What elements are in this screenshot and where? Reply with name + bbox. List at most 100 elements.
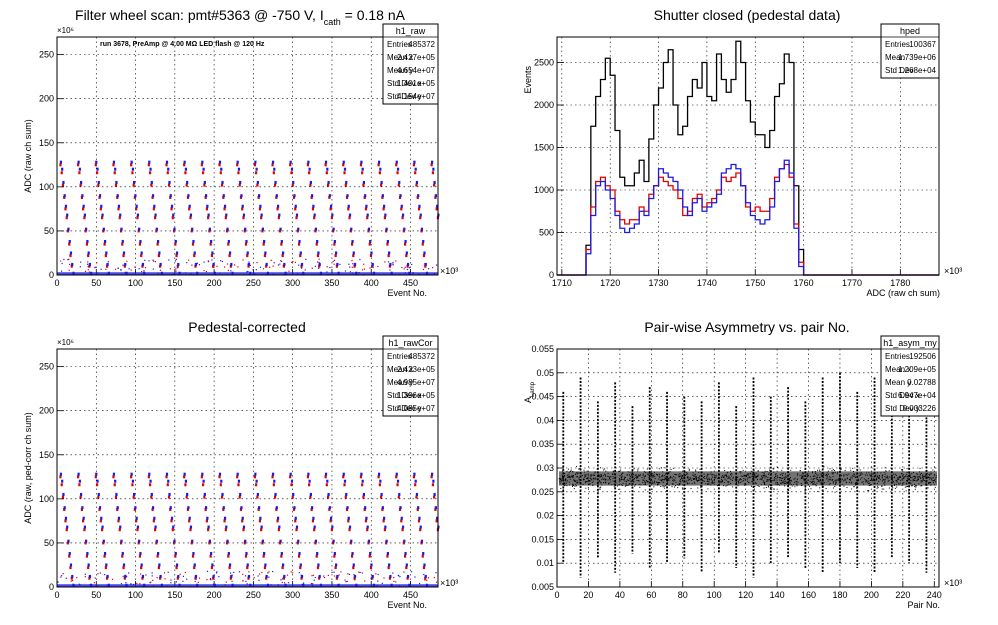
data-point — [295, 213, 299, 217]
data-point — [300, 574, 302, 576]
data-point — [260, 525, 263, 529]
x-tick-label: 1730 — [649, 278, 669, 288]
data-point — [60, 171, 63, 175]
data-point — [68, 258, 70, 260]
data-point — [117, 204, 121, 208]
data-point — [247, 263, 249, 265]
data-point — [82, 204, 85, 208]
y-tick-label: 0.04 — [536, 415, 554, 425]
data-point — [418, 204, 421, 208]
data-point — [237, 266, 239, 268]
data-point — [368, 242, 371, 246]
data-point — [169, 507, 172, 511]
data-point — [98, 195, 101, 199]
data-point — [280, 240, 283, 244]
data-point — [306, 475, 310, 479]
data-point — [203, 270, 205, 272]
data-point — [901, 469, 903, 471]
data-point — [84, 573, 86, 575]
data-point — [222, 194, 225, 198]
data-point — [105, 563, 108, 567]
y-tick-labels: 0.005 0.01 0.015 0.02 0.025 0.03 0.035 0.04 0.04… — [531, 344, 554, 592]
data-point — [249, 264, 251, 267]
data-point — [219, 171, 222, 175]
data-point — [152, 259, 154, 261]
data-point — [264, 251, 267, 255]
y-tick-label: 0.03 — [536, 463, 554, 473]
data-point — [389, 262, 392, 266]
x-tick-label: 50 — [91, 590, 101, 600]
data-point — [371, 262, 374, 266]
data-point — [78, 479, 81, 483]
data-point — [60, 260, 62, 262]
data-point — [311, 519, 315, 523]
data-point — [82, 516, 85, 520]
data-point — [299, 251, 302, 255]
data-point — [174, 240, 177, 244]
data-point — [934, 467, 936, 469]
data-point — [71, 574, 74, 578]
stats-key: Std Dev y — [387, 92, 422, 101]
data-point — [419, 216, 422, 220]
data-point — [424, 576, 427, 580]
data-point — [850, 469, 852, 471]
data-point — [227, 269, 230, 272]
data-point — [583, 469, 585, 471]
grid — [557, 37, 939, 276]
data-point — [236, 160, 239, 164]
data-point — [135, 207, 138, 211]
data-point — [184, 571, 186, 574]
data-point — [318, 576, 321, 580]
data-point — [420, 541, 423, 545]
data-point — [361, 483, 364, 487]
x-exponent: ×10³ — [944, 578, 962, 588]
y-tick-labels: 0 50 100 150 200 250 — [39, 50, 54, 280]
data-point — [104, 566, 107, 570]
data-point — [175, 268, 177, 270]
data-point — [318, 267, 320, 269]
data-point — [297, 539, 300, 543]
data-point — [273, 479, 276, 483]
stats-key: Mean x — [387, 365, 413, 374]
data-point — [358, 571, 360, 573]
data-point — [363, 268, 365, 270]
series-line-0 — [557, 40, 939, 276]
data-point — [211, 563, 214, 567]
data-point — [148, 472, 151, 476]
data-point — [378, 171, 381, 175]
data-point — [267, 572, 269, 574]
data-point — [846, 487, 848, 489]
data-point — [348, 213, 352, 217]
x-tick-label: 250 — [246, 278, 261, 288]
data-point — [183, 163, 186, 167]
data-point — [386, 554, 389, 558]
data-point — [784, 485, 786, 487]
data-point — [417, 519, 421, 523]
data-point — [365, 204, 368, 208]
data-point — [404, 552, 407, 556]
data-point — [139, 583, 141, 585]
data-point — [349, 266, 351, 268]
data-point — [121, 240, 124, 244]
data-point — [432, 167, 435, 171]
data-point — [170, 516, 174, 520]
data-point — [399, 576, 401, 578]
data-point — [80, 507, 84, 511]
data-point — [247, 262, 251, 266]
data-point — [96, 479, 99, 483]
data-point — [209, 554, 212, 558]
data-point — [194, 262, 198, 266]
y-axis-label: Events — [523, 66, 533, 94]
data-point — [819, 470, 821, 472]
data-point — [757, 470, 759, 472]
data-point — [130, 160, 133, 164]
data-point — [401, 213, 405, 217]
data-point — [84, 541, 87, 545]
data-point — [60, 483, 63, 487]
data-point — [422, 268, 425, 271]
data-point — [396, 479, 400, 483]
data-point — [239, 180, 242, 184]
x-tick-label: 1780 — [890, 278, 910, 288]
data-point — [324, 472, 328, 476]
data-point — [290, 171, 293, 175]
